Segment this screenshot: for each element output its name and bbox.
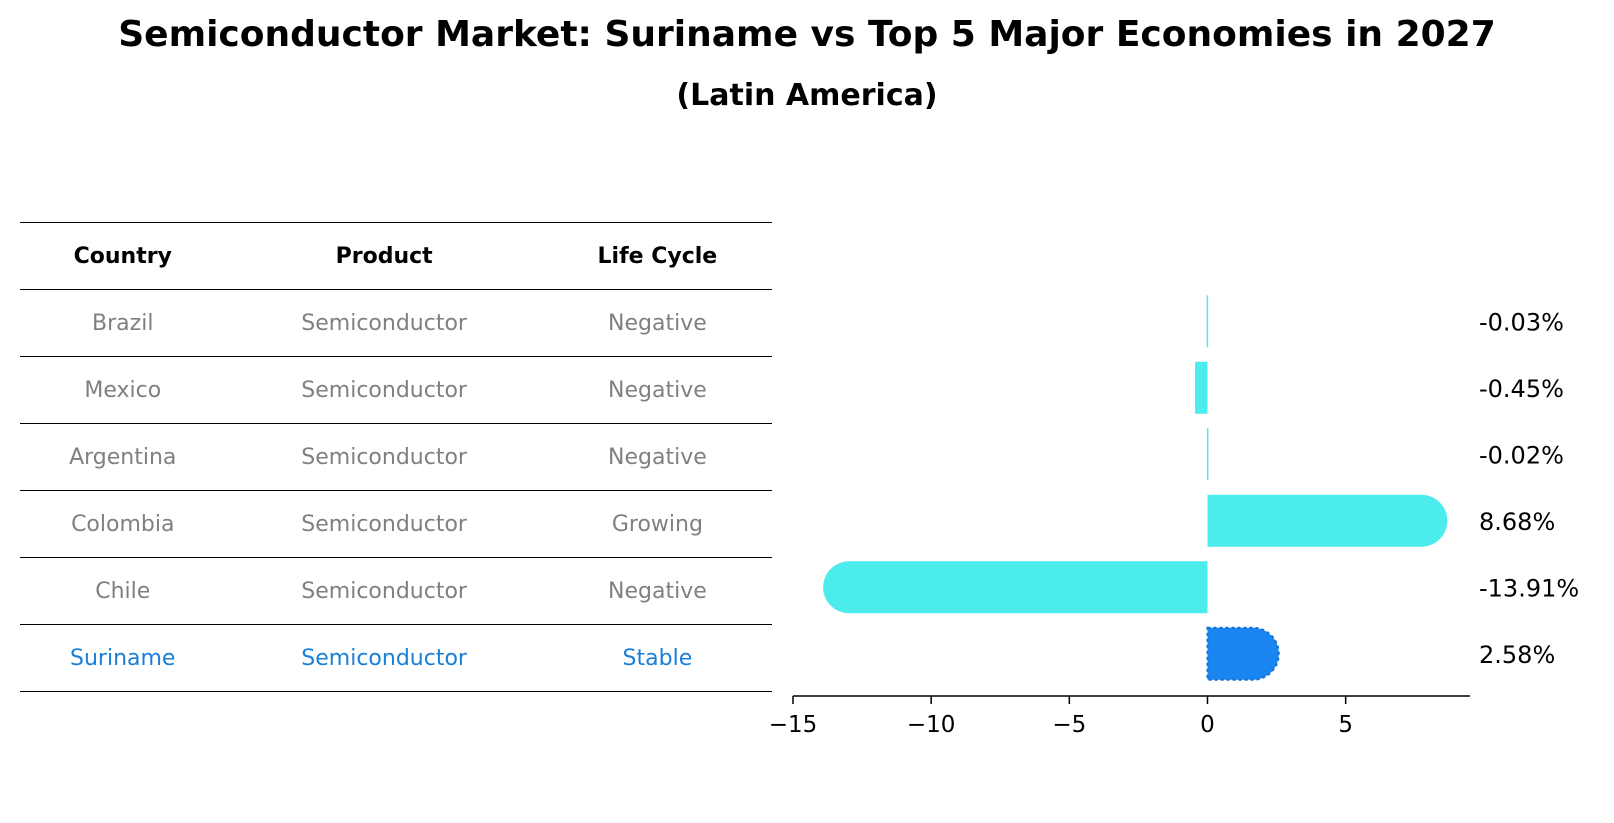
cell-product: Semiconductor <box>225 289 543 357</box>
cell-product: Semiconductor <box>225 557 543 625</box>
market-table: Country Product Life Cycle Brazil Semico… <box>20 222 772 692</box>
header-product: Product <box>225 222 543 290</box>
bar-suriname <box>1206 626 1280 681</box>
table-row: Argentina Semiconductor Negative <box>20 423 772 491</box>
bar-mexico <box>1195 361 1208 414</box>
x-tick-label: −10 <box>907 712 956 738</box>
chart-title: Semiconductor Market: Suriname vs Top 5 … <box>118 14 1496 55</box>
cell-life-cycle: Growing <box>542 490 772 558</box>
table-row: Colombia Semiconductor Growing <box>20 490 772 558</box>
bar-argentina <box>1206 428 1209 481</box>
bar-brazil <box>1206 295 1209 348</box>
bar-value-label: -13.91% <box>1479 574 1579 602</box>
cell-life-cycle: Stable <box>542 624 772 692</box>
chart-subtitle: (Latin America) <box>676 78 938 113</box>
cell-product: Semiconductor <box>225 356 543 424</box>
bar-chile <box>823 561 1208 614</box>
cell-country: Mexico <box>20 356 226 424</box>
cell-product: Semiconductor <box>225 624 543 692</box>
bar-value-label: 2.58% <box>1479 641 1555 669</box>
cell-life-cycle: Negative <box>542 557 772 625</box>
bar-value-label: 8.68% <box>1479 508 1555 536</box>
cell-country: Brazil <box>20 289 226 357</box>
bar-value-label: -0.02% <box>1479 441 1564 469</box>
table-row: Brazil Semiconductor Negative <box>20 289 772 357</box>
cell-country: Chile <box>20 557 226 625</box>
table-header-row: Country Product Life Cycle <box>20 222 772 290</box>
bar-colombia <box>1207 494 1448 547</box>
x-tick-label: −5 <box>1052 712 1086 738</box>
cell-country: Colombia <box>20 490 226 558</box>
cell-product: Semiconductor <box>225 423 543 491</box>
table-row: Chile Semiconductor Negative <box>20 557 772 625</box>
x-tick-label: 5 <box>1338 712 1353 738</box>
header-life-cycle: Life Cycle <box>542 222 772 290</box>
bar-value-label: -0.45% <box>1479 375 1564 403</box>
cell-life-cycle: Negative <box>542 423 772 491</box>
x-tick-label: −15 <box>769 712 818 738</box>
cell-life-cycle: Negative <box>542 356 772 424</box>
cell-country: Argentina <box>20 423 226 491</box>
bar-value-label: -0.03% <box>1479 308 1564 336</box>
header-country: Country <box>20 222 226 290</box>
table-row: Mexico Semiconductor Negative <box>20 356 772 424</box>
cell-product: Semiconductor <box>225 490 543 558</box>
cell-country: Suriname <box>20 624 226 692</box>
table-row-highlighted: Suriname Semiconductor Stable <box>20 624 772 692</box>
x-tick-label: 0 <box>1200 712 1215 738</box>
cell-life-cycle: Negative <box>542 289 772 357</box>
